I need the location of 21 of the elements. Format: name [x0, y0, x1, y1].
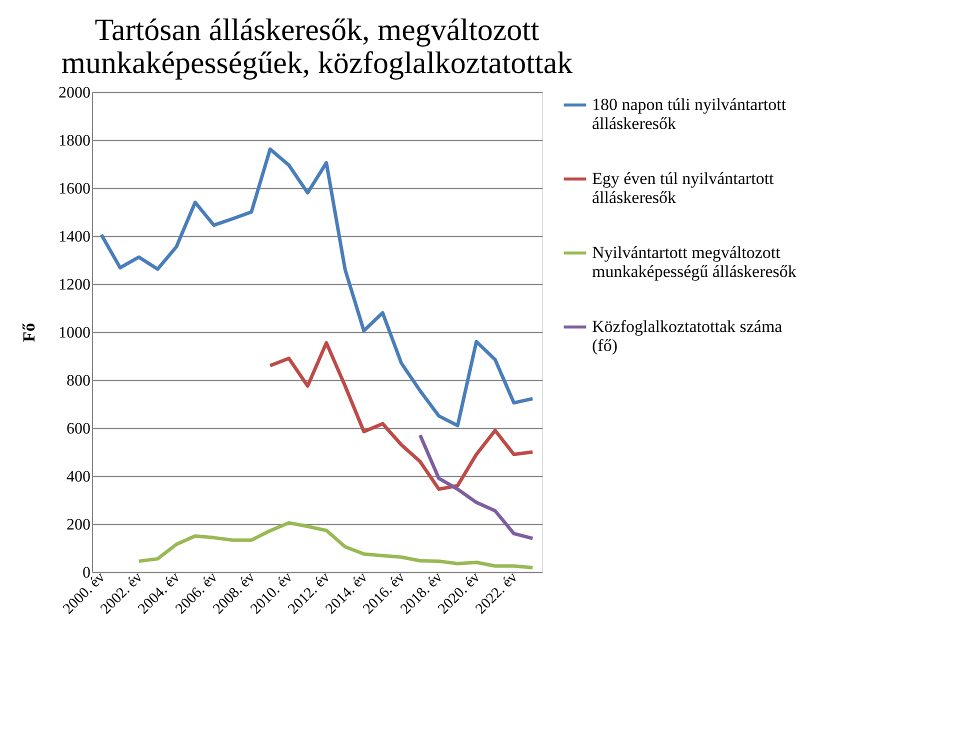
y-tick-label: 1600 [58, 180, 90, 198]
line-series [268, 341, 534, 491]
legend-label: 180 napon túli nyilvántartott álláskeresők [592, 95, 786, 133]
legend-label: Nyilvántartott megváltozott munkaképességű álláskeresők [592, 243, 797, 281]
y-tick-label: 600 [66, 420, 90, 438]
y-tick-label: 1400 [58, 228, 90, 246]
legend-label: Egy éven túl nyilvántartott álláskeresők [592, 169, 774, 207]
line-series [418, 433, 534, 540]
y-tick-label: 0 [82, 564, 90, 582]
line-series [100, 147, 534, 428]
y-tick-label: 2000 [58, 84, 90, 102]
y-tick-label: 200 [66, 516, 90, 534]
chart-title: Tartósan álláskeresők, megváltozott munkaképességűek, közfoglalkoztatottak [61, 12, 574, 80]
legend-label: Közfoglalkoztatottak száma (fő) [592, 317, 783, 355]
y-tick-label: 800 [66, 372, 90, 390]
line-series [137, 521, 534, 570]
y-tick-label: 400 [66, 468, 90, 486]
y-tick-label: 1000 [58, 324, 90, 342]
y-tick-label: 1800 [58, 132, 90, 150]
y-axis-title: Fő [20, 322, 38, 342]
y-tick-label: 1200 [58, 276, 90, 294]
